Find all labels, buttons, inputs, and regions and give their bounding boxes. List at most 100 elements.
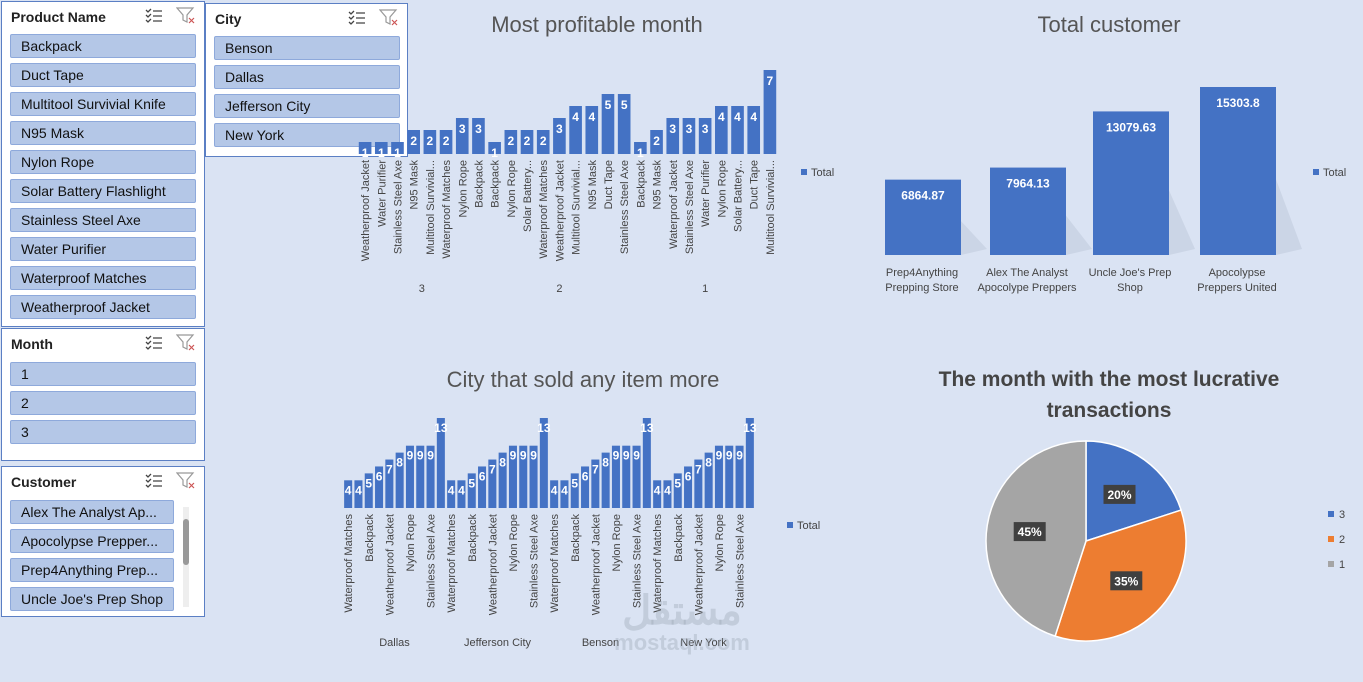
product-slicer-item[interactable]: Backpack — [10, 34, 196, 58]
legend-swatch — [801, 169, 807, 175]
bar-value-label: 6 — [685, 469, 692, 483]
data-label-box — [1013, 522, 1046, 542]
bar-shadow — [1276, 179, 1302, 255]
scrollbar-thumb[interactable] — [183, 519, 189, 565]
multi-select-icon[interactable] — [347, 9, 367, 27]
bar — [570, 473, 579, 508]
bar — [519, 445, 528, 508]
bar-value-label: 9 — [407, 449, 414, 463]
category-label: Backpack — [490, 160, 502, 208]
customer-slicer-scrollbar[interactable] — [183, 507, 189, 607]
bar-value-label: 9 — [520, 449, 527, 463]
legend-swatch — [787, 522, 793, 528]
bar-value-label: 3 — [669, 122, 676, 136]
category-label: Waterproof Matches — [343, 514, 355, 613]
bar-value-label: 7 — [592, 463, 599, 477]
bar-shadow — [1169, 190, 1195, 255]
category-label: Nylon Rope — [457, 160, 469, 217]
bar — [539, 418, 548, 508]
bar — [617, 94, 631, 154]
product-slicer-item[interactable]: Weatherproof Jacket — [10, 295, 196, 319]
bar — [488, 459, 497, 508]
bar-value-label: 2 — [427, 134, 434, 148]
bar — [673, 473, 682, 508]
bar — [385, 459, 394, 508]
legend-label: Total — [797, 520, 820, 532]
category-label: Nylon Rope — [611, 514, 623, 571]
category-label: Shop — [1117, 282, 1143, 294]
bar — [358, 142, 372, 154]
bar-shadow — [961, 221, 987, 255]
bar-value-label: 1 — [637, 146, 644, 160]
group-label: New York — [680, 637, 727, 649]
chart-title: City that sold any item more — [447, 367, 720, 392]
month-slicer-item[interactable]: 2 — [10, 391, 196, 415]
customer-slicer-item[interactable]: Apocolypse Prepper... — [10, 529, 174, 553]
product-slicer-item[interactable]: Water Purifier — [10, 237, 196, 261]
bar-value-label: 2 — [507, 134, 514, 148]
bar — [763, 70, 777, 154]
multi-select-icon[interactable] — [144, 472, 164, 490]
category-label: Prep4Anything — [886, 267, 958, 279]
category-label: Duct Tape — [749, 160, 761, 209]
category-label: Multitool Survivial... — [765, 160, 777, 255]
group-label: Dallas — [379, 637, 410, 649]
bar — [650, 130, 663, 154]
data-label: 45% — [1018, 525, 1042, 539]
city-slicer-item[interactable]: Benson — [214, 36, 400, 60]
category-label: Waterproof Jacket — [668, 160, 680, 249]
category-label: Backpack — [673, 514, 685, 562]
clear-filter-icon[interactable] — [379, 9, 399, 27]
product-slicer-item[interactable]: Multitool Survivial Knife — [10, 92, 196, 116]
month-slicer: Month 1 2 3 — [1, 328, 205, 461]
bar — [550, 480, 559, 508]
legend-swatch — [1328, 536, 1334, 542]
product-slicer-item[interactable]: Stainless Steel Axe — [10, 208, 196, 232]
category-label: Weatherproof Jacket — [590, 514, 602, 615]
category-label: Backpack — [467, 514, 479, 562]
bar — [423, 130, 437, 154]
category-label: Weatherproof Jacket — [384, 514, 396, 615]
product-slicer-item[interactable]: N95 Mask — [10, 121, 196, 145]
bar-value-label: 8 — [396, 456, 403, 470]
bar — [653, 480, 662, 508]
clear-filter-icon[interactable] — [176, 334, 196, 352]
bar — [478, 466, 487, 508]
watermark-latin: mostaql.com — [614, 630, 750, 655]
bar-value-label: 3 — [686, 122, 693, 136]
chart-title: transactions — [1047, 399, 1172, 422]
product-slicer-item[interactable]: Nylon Rope — [10, 150, 196, 174]
bar — [990, 167, 1066, 255]
category-label: Waterproof Matches — [549, 514, 561, 613]
customer-slicer-item[interactable]: Uncle Joe's Prep Shop — [10, 587, 174, 611]
bar-value-label: 8 — [602, 456, 609, 470]
product-slicer-item[interactable]: Waterproof Matches — [10, 266, 196, 290]
legend-label: 1 — [1339, 559, 1345, 571]
bar-value-label: 9 — [726, 449, 733, 463]
customer-slicer-item[interactable]: Prep4Anything Prep... — [10, 558, 174, 582]
bar-value-label: 1 — [362, 146, 369, 160]
category-label: Waterproof Matches — [441, 160, 453, 259]
watermark: مستقل mostaql.com — [592, 590, 772, 654]
bar — [735, 445, 744, 508]
multi-select-icon[interactable] — [144, 334, 164, 352]
customer-slicer-item[interactable]: Alex The Analyst Ap... — [10, 500, 174, 524]
month-slicer-item[interactable]: 3 — [10, 420, 196, 444]
city-slicer-item[interactable]: Jefferson City — [214, 94, 400, 118]
product-slicer-item[interactable]: Duct Tape — [10, 63, 196, 87]
multi-select-icon[interactable] — [144, 7, 164, 25]
bar — [467, 473, 476, 508]
category-label: N95 Mask — [587, 160, 599, 210]
bar-value-label: 4 — [718, 110, 725, 124]
bar-value-label: 4 — [355, 483, 362, 497]
city-slicer-item[interactable]: Dallas — [214, 65, 400, 89]
month-slicer-item[interactable]: 1 — [10, 362, 196, 386]
product-slicer-item[interactable]: Solar Battery Flashlight — [10, 179, 196, 203]
group-label: Benson — [582, 637, 619, 649]
city-slicer-title: City — [215, 11, 242, 27]
bar-value-label: 7 — [386, 463, 393, 477]
clear-filter-icon[interactable] — [176, 7, 196, 25]
bar-value-label: 1 — [378, 146, 385, 160]
clear-filter-icon[interactable] — [176, 472, 196, 490]
